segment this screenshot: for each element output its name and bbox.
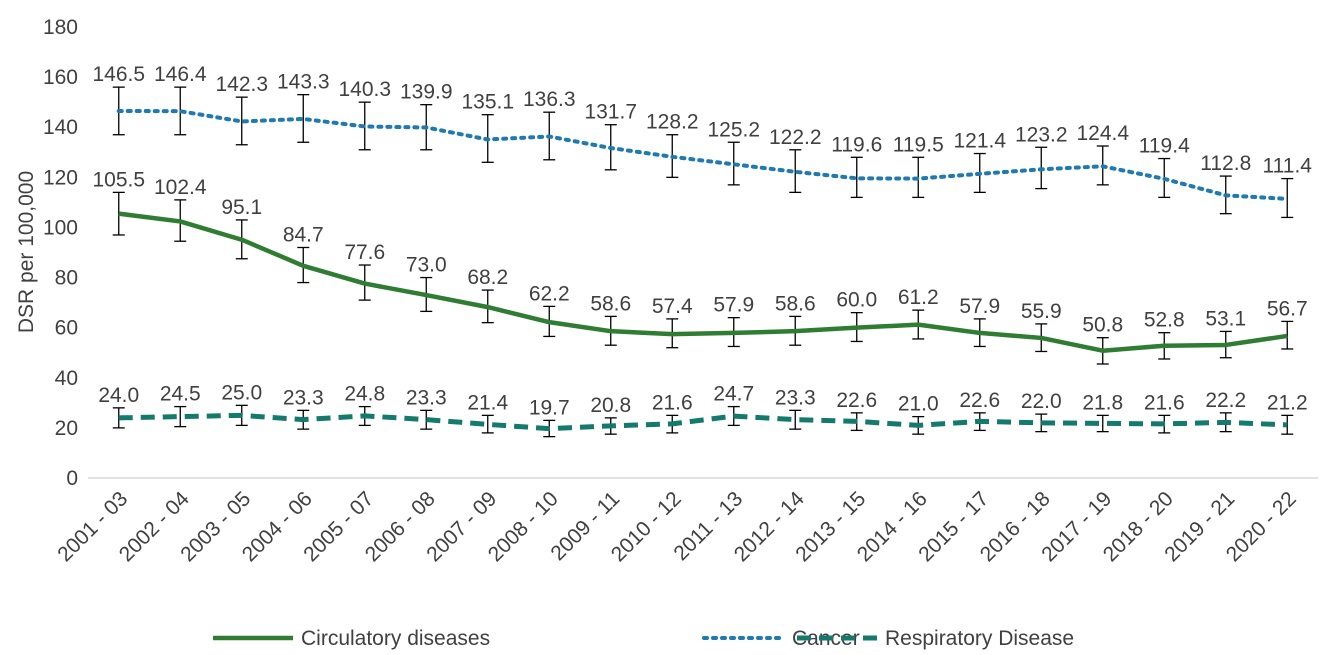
data-label: 105.5	[92, 168, 145, 191]
data-label: 77.6	[344, 241, 385, 264]
data-label: 119.4	[1139, 135, 1190, 158]
data-label: 143.3	[277, 71, 330, 94]
data-label: 95.1	[221, 196, 262, 219]
data-label: 58.6	[590, 292, 631, 315]
data-label: 142.3	[215, 73, 268, 96]
y-tick-label: 120	[43, 166, 78, 189]
y-tick-label: 20	[55, 417, 78, 440]
data-label: 146.4	[154, 63, 207, 86]
data-label: 140.3	[338, 78, 391, 101]
legend: Circulatory diseasesCancerRespiratory Di…	[213, 627, 1074, 650]
y-tick-label: 60	[55, 317, 78, 340]
data-label: 23.3	[283, 386, 324, 409]
data-label: 53.1	[1205, 307, 1246, 330]
data-label: 22.2	[1205, 389, 1246, 412]
data-label: 68.2	[467, 266, 508, 289]
y-axis-label: DSR per 100,000	[15, 171, 38, 333]
data-label: 122.2	[769, 126, 822, 149]
series-line	[118, 211, 1288, 353]
data-label: 23.3	[775, 386, 816, 409]
y-tick-label: 180	[43, 16, 78, 39]
data-label: 22.0	[1021, 390, 1062, 413]
legend-label: Respiratory Disease	[885, 627, 1074, 650]
data-label: 24.5	[160, 383, 201, 406]
data-label: 146.5	[92, 63, 145, 86]
data-label: 21.8	[1082, 391, 1123, 414]
data-label: 61.2	[898, 286, 939, 309]
data-label: 56.7	[1267, 297, 1308, 320]
data-label: 21.4	[467, 391, 508, 414]
data-label: 21.0	[898, 393, 939, 416]
legend-label: Circulatory diseases	[301, 627, 490, 650]
data-label: 57.4	[652, 295, 693, 318]
data-label: 19.7	[529, 396, 570, 419]
data-label: 24.7	[713, 383, 754, 406]
series-line	[116, 108, 1290, 201]
y-tick-label: 160	[43, 66, 78, 89]
data-label: 20.8	[590, 394, 631, 417]
data-label: 84.7	[283, 223, 324, 246]
data-label: 50.8	[1082, 314, 1123, 337]
data-label: 124.4	[1076, 122, 1129, 145]
data-label: 24.0	[98, 384, 139, 407]
data-label: 21.2	[1267, 391, 1308, 414]
y-axis: 0 20 40 60 80 100 120 140 160 180	[43, 16, 78, 490]
y-tick-label: 140	[43, 116, 78, 139]
data-label: 119.5	[893, 133, 944, 156]
data-label: 125.2	[707, 118, 760, 141]
y-tick-label: 80	[55, 267, 78, 290]
data-label: 21.6	[652, 391, 693, 414]
data-label: 57.9	[959, 295, 1000, 318]
data-label: 136.3	[523, 88, 576, 111]
data-label: 123.2	[1015, 123, 1068, 146]
data-label: 128.2	[646, 111, 699, 134]
data-label: 57.9	[713, 294, 754, 317]
data-label: 22.6	[836, 389, 877, 412]
series-lines	[116, 108, 1290, 432]
data-label: 58.6	[775, 292, 816, 315]
series-line	[118, 412, 1288, 432]
data-label: 55.9	[1021, 300, 1062, 323]
data-label: 21.6	[1144, 391, 1185, 414]
data-label: 112.8	[1200, 152, 1251, 175]
data-label: 60.0	[836, 289, 877, 312]
data-label: 25.0	[221, 381, 262, 404]
data-label: 135.1	[461, 91, 514, 114]
y-tick-label: 0	[66, 467, 78, 490]
y-tick-label: 100	[43, 216, 78, 239]
data-label: 73.0	[406, 254, 447, 277]
data-label: 139.9	[400, 81, 453, 104]
data-label: 111.4	[1263, 155, 1313, 178]
data-label: 23.3	[406, 386, 447, 409]
data-label: 119.6	[831, 133, 882, 156]
data-label: 121.4	[953, 130, 1006, 153]
y-tick-label: 40	[55, 367, 78, 390]
data-label: 102.4	[154, 176, 207, 199]
data-label: 62.2	[529, 282, 570, 305]
data-label: 131.7	[584, 101, 637, 124]
data-label: 52.8	[1144, 309, 1185, 332]
data-label: 24.8	[344, 383, 385, 406]
data-label: 22.6	[959, 389, 1000, 412]
data-labels: 105.5 102.4 95.1 84.7 77.6 73.0 68.2 62.2 58.6 57…	[92, 63, 1312, 419]
